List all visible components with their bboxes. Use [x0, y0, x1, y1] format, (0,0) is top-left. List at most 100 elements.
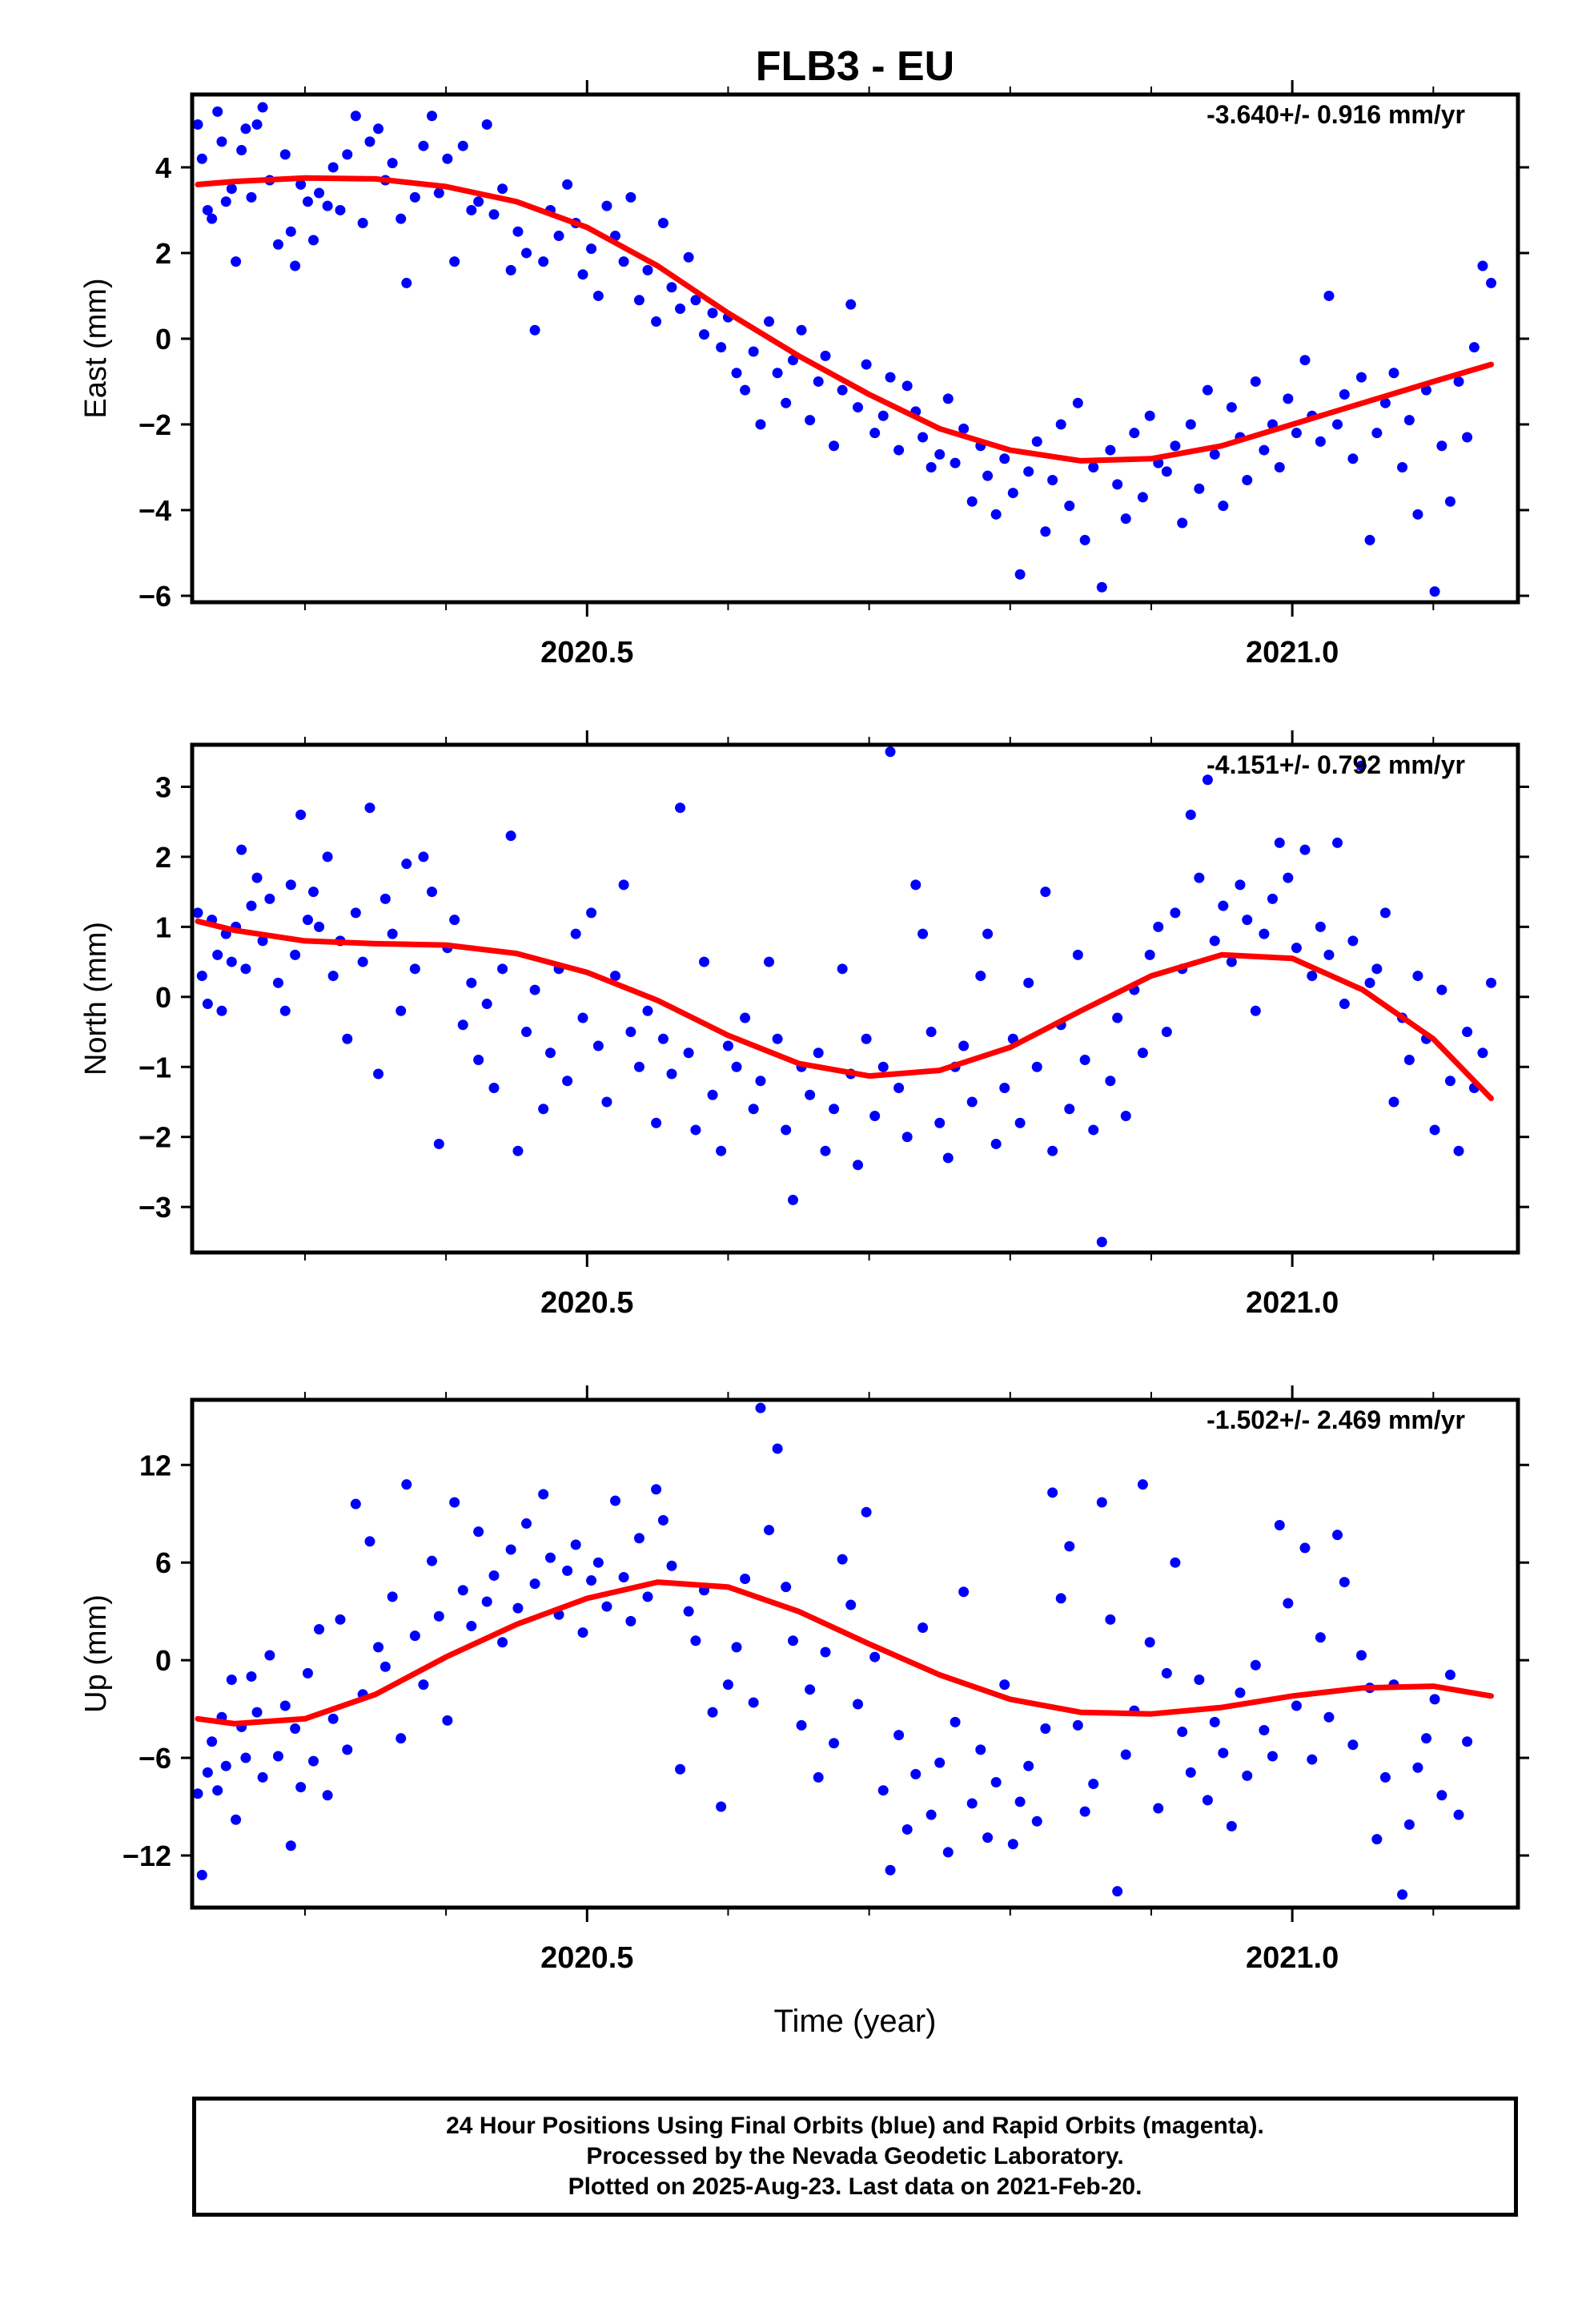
data-point [1462, 1027, 1473, 1038]
data-point [1397, 1889, 1408, 1900]
data-point [1283, 393, 1294, 404]
data-point [1202, 774, 1213, 786]
data-point [1055, 419, 1066, 430]
data-point [442, 153, 453, 164]
data-point [207, 1736, 218, 1747]
data-point [257, 102, 268, 113]
data-point [1144, 410, 1155, 421]
data-point [772, 1033, 783, 1044]
data-point [1388, 1096, 1399, 1108]
fit-curve [195, 175, 1494, 464]
data-point [521, 247, 532, 259]
data-point [731, 1061, 742, 1072]
data-point [666, 1068, 677, 1080]
data-point [577, 269, 588, 280]
footer-line-1: 24 Hour Positions Using Final Orbits (bl… [446, 2113, 1264, 2139]
y-tick-label: −6 [139, 580, 171, 613]
data-point [327, 971, 339, 982]
data-point [302, 196, 313, 207]
data-point [387, 1591, 398, 1602]
data-point [272, 239, 283, 250]
data-point [1202, 1795, 1213, 1806]
data-point [264, 1650, 275, 1661]
panel-1: 2020.5 2021.0 −6 −4 −2 0 2 4 East (mm) -3.640+/- … [79, 80, 1529, 669]
data-point [1047, 1145, 1058, 1156]
data-point [426, 1555, 437, 1566]
data-point [1444, 496, 1456, 507]
data-point [1403, 1819, 1415, 1830]
data-point [562, 1565, 573, 1576]
data-point [592, 1557, 604, 1568]
data-point [1274, 461, 1285, 472]
data-point [1007, 488, 1018, 499]
data-point [1332, 837, 1343, 848]
data-point [990, 1777, 1002, 1788]
data-point [457, 1019, 468, 1031]
data-point [1371, 1834, 1383, 1845]
data-point [1161, 466, 1172, 477]
data-point [1088, 1124, 1099, 1136]
data-point [1436, 440, 1447, 452]
data-point [308, 1755, 319, 1767]
data-point [562, 179, 573, 190]
y-axis-label: North (mm) [79, 922, 113, 1076]
data-point [869, 1110, 881, 1121]
data-point [1064, 1541, 1075, 1552]
data-point [1364, 534, 1375, 545]
data-point [853, 1160, 864, 1171]
data-point [231, 1814, 242, 1825]
data-point [1371, 963, 1383, 975]
data-point [1040, 1723, 1051, 1734]
data-point [426, 887, 437, 898]
data-point [1468, 342, 1480, 353]
data-point [934, 1117, 946, 1128]
data-point [1137, 492, 1148, 503]
data-point [335, 204, 346, 215]
data-point [740, 1012, 751, 1023]
data-point [449, 915, 460, 926]
data-point [1014, 569, 1026, 580]
data-point [1420, 1733, 1431, 1744]
data-point [1023, 1760, 1034, 1771]
data-point [1339, 999, 1350, 1010]
data-point [192, 1788, 203, 1799]
data-point [1064, 501, 1075, 512]
data-point [1339, 1577, 1350, 1588]
data-point [1072, 1719, 1083, 1731]
data-point [308, 235, 319, 246]
data-point [722, 1040, 733, 1051]
data-point [226, 183, 237, 195]
data-point [1274, 1519, 1285, 1530]
data-point [829, 1104, 840, 1115]
data-point [926, 1027, 937, 1038]
data-point [690, 1635, 701, 1647]
data-point [1412, 971, 1423, 982]
data-point [1477, 1047, 1488, 1059]
data-point [1161, 1667, 1172, 1679]
data-point [290, 1723, 301, 1734]
data-point [642, 1591, 653, 1602]
data-point [401, 858, 412, 870]
data-point [942, 1847, 954, 1858]
data-point [295, 809, 307, 820]
data-point [845, 1599, 857, 1610]
data-point [642, 264, 653, 275]
plot-area [192, 1402, 1494, 1900]
y-tick-label: 0 [155, 323, 171, 356]
y-tick-label: 3 [155, 770, 171, 803]
data-point [999, 453, 1010, 464]
data-point [1014, 1796, 1026, 1807]
data-point [562, 1076, 573, 1087]
data-point [466, 204, 477, 215]
data-point [373, 123, 384, 135]
data-point [1194, 483, 1205, 494]
data-point [240, 1752, 251, 1763]
data-point [505, 264, 516, 275]
data-point [1307, 971, 1318, 982]
data-point [342, 149, 353, 160]
data-point [1105, 444, 1116, 456]
data-point [675, 802, 686, 814]
data-point [1315, 436, 1326, 447]
data-point [401, 277, 412, 288]
data-point [1007, 1839, 1018, 1850]
